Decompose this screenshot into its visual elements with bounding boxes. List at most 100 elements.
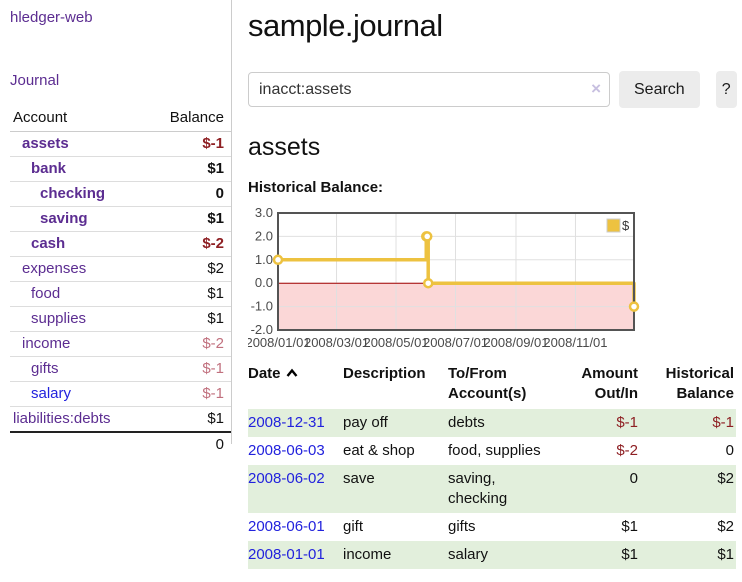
- transaction-date-link[interactable]: 2008-06-01: [248, 518, 325, 535]
- transaction-amount: $-2: [616, 442, 638, 459]
- help-button[interactable]: ?: [715, 71, 737, 108]
- svg-text:-1.0: -1.0: [251, 299, 273, 314]
- transaction-balance: $-1: [712, 414, 734, 431]
- account-heading: assets: [248, 133, 321, 161]
- transaction-amount: $-1: [616, 414, 638, 431]
- table-row: 2008-06-02 save saving, checking 0 $2: [248, 465, 736, 513]
- transaction-date-link[interactable]: 2008-06-03: [248, 442, 325, 459]
- sidebar-item-journal[interactable]: Journal: [10, 72, 60, 89]
- transaction-description: pay off: [343, 414, 388, 431]
- account-balance: $1: [144, 206, 231, 232]
- clear-search-icon[interactable]: ×: [591, 79, 601, 98]
- sidebar-item-saving[interactable]: saving $1: [10, 206, 231, 232]
- account-balance: $1: [144, 306, 231, 332]
- register-header-balance: Historical Balance: [665, 365, 734, 402]
- table-row: 2008-06-01 gift gifts $1 $2: [248, 513, 736, 541]
- transaction-accounts: food, supplies: [448, 442, 541, 459]
- svg-text:2.0: 2.0: [255, 228, 273, 243]
- register-header-row: Date Description To/From Account(s) Amou…: [248, 361, 736, 409]
- svg-text:2008/03/01: 2008/03/01: [304, 335, 369, 350]
- sidebar-total-row: 0: [10, 431, 231, 457]
- account-balance: $-1: [144, 356, 231, 382]
- svg-text:0.0: 0.0: [255, 275, 273, 290]
- brand-link[interactable]: hledger-web: [10, 9, 93, 26]
- register-header-description: Description: [343, 365, 426, 382]
- account-link[interactable]: saving: [40, 210, 88, 227]
- sidebar-item-liabilities-debts[interactable]: liabilities:debts $1: [10, 406, 231, 432]
- transaction-accounts: gifts: [448, 518, 476, 535]
- account-balance: $-1: [144, 381, 231, 407]
- transaction-accounts: salary: [448, 546, 489, 563]
- svg-text:2008/11/01: 2008/11/01: [543, 335, 607, 350]
- transaction-amount: 0: [629, 470, 638, 487]
- account-link[interactable]: salary: [31, 385, 72, 402]
- accounts-header-account: Account: [10, 106, 145, 132]
- account-link[interactable]: expenses: [22, 260, 87, 277]
- sidebar-item-assets[interactable]: assets $-1: [10, 132, 231, 157]
- account-balance: 0: [144, 181, 231, 207]
- search-form: × Search ?: [248, 71, 737, 108]
- transaction-balance: 0: [725, 442, 734, 459]
- chart-title: Historical Balance:: [248, 179, 384, 196]
- sidebar-item-food[interactable]: food $1: [10, 281, 231, 307]
- register-header-accounts: To/From Account(s): [448, 365, 527, 402]
- register-header-amount: Amount Out/In: [581, 365, 638, 402]
- transaction-description: save: [343, 470, 375, 487]
- account-link[interactable]: liabilities:debts: [13, 410, 111, 427]
- transaction-amount: $1: [621, 546, 638, 563]
- svg-text:1.0: 1.0: [255, 252, 273, 267]
- table-row: 2008-12-31 pay off debts $-1 $-1: [248, 409, 736, 437]
- sort-ascending-icon: [286, 368, 297, 377]
- account-link[interactable]: gifts: [31, 360, 59, 377]
- sidebar-item-expenses[interactable]: expenses $2: [10, 256, 231, 282]
- account-balance: $-2: [144, 231, 231, 257]
- date-header-label: Date: [248, 365, 281, 382]
- account-balance: $1: [144, 281, 231, 307]
- transaction-date-link[interactable]: 2008-06-02: [248, 470, 325, 487]
- sidebar-item-gifts[interactable]: gifts $-1: [10, 356, 231, 382]
- account-link[interactable]: checking: [40, 185, 106, 202]
- transaction-accounts: saving, checking: [448, 470, 508, 507]
- sidebar-total-balance: 0: [144, 431, 231, 457]
- account-link[interactable]: cash: [31, 235, 66, 252]
- page-title: sample.journal: [248, 8, 443, 43]
- table-row: 2008-01-01 income salary $1 $1: [248, 541, 736, 569]
- svg-text:-2.0: -2.0: [251, 322, 273, 337]
- accounts-header-balance: Balance: [144, 106, 231, 132]
- transaction-description: gift: [343, 518, 364, 535]
- account-link[interactable]: supplies: [31, 310, 87, 327]
- transaction-description: income: [343, 546, 392, 563]
- account-link[interactable]: income: [22, 335, 71, 352]
- register-header-date[interactable]: Date: [248, 361, 343, 409]
- main-content: sample.journal × Search ? assets Histori…: [248, 0, 742, 569]
- accounts-table: Account Balance assets $-1 bank $1 check…: [10, 106, 231, 457]
- sidebar: hledger-web Journal Account Balance asse…: [0, 0, 232, 457]
- register-table: Date Description To/From Account(s) Amou…: [248, 361, 736, 569]
- account-link[interactable]: bank: [31, 160, 67, 177]
- sidebar-item-checking[interactable]: checking 0: [10, 181, 231, 207]
- sidebar-item-supplies[interactable]: supplies $1: [10, 306, 231, 332]
- transaction-balance: $2: [717, 518, 734, 535]
- chart-container: $3.0 2.0 1.0 0.0 -1.0 -2.0 2008/01/01 2008/03/0…: [248, 205, 735, 353]
- transaction-accounts: debts: [448, 414, 485, 431]
- svg-text:$: $: [622, 218, 630, 233]
- account-link[interactable]: assets: [22, 135, 69, 152]
- search-input[interactable]: [248, 72, 610, 107]
- account-balance: $-1: [202, 135, 224, 152]
- svg-text:3.0: 3.0: [255, 205, 273, 220]
- account-balance: $1: [144, 406, 231, 432]
- sidebar-item-income[interactable]: income $-2: [10, 331, 231, 357]
- svg-text:2008/07/01: 2008/07/01: [423, 335, 488, 350]
- svg-text:2008/05/01: 2008/05/01: [363, 335, 428, 350]
- account-balance: $-2: [144, 331, 231, 357]
- sidebar-item-bank[interactable]: bank $1: [10, 156, 231, 182]
- sidebar-item-cash[interactable]: cash $-2: [10, 231, 231, 257]
- search-button[interactable]: Search: [619, 71, 700, 108]
- sidebar-item-salary[interactable]: salary $-1: [10, 381, 231, 407]
- balance-chart: $3.0 2.0 1.0 0.0 -1.0 -2.02008/01/012008/03/0…: [248, 205, 640, 350]
- svg-text:2008/09/01: 2008/09/01: [483, 335, 548, 350]
- table-row: 2008-06-03 eat & shop food, supplies $-2…: [248, 437, 736, 465]
- transaction-date-link[interactable]: 2008-12-31: [248, 414, 325, 431]
- account-link[interactable]: food: [31, 285, 61, 302]
- transaction-date-link[interactable]: 2008-01-01: [248, 546, 325, 563]
